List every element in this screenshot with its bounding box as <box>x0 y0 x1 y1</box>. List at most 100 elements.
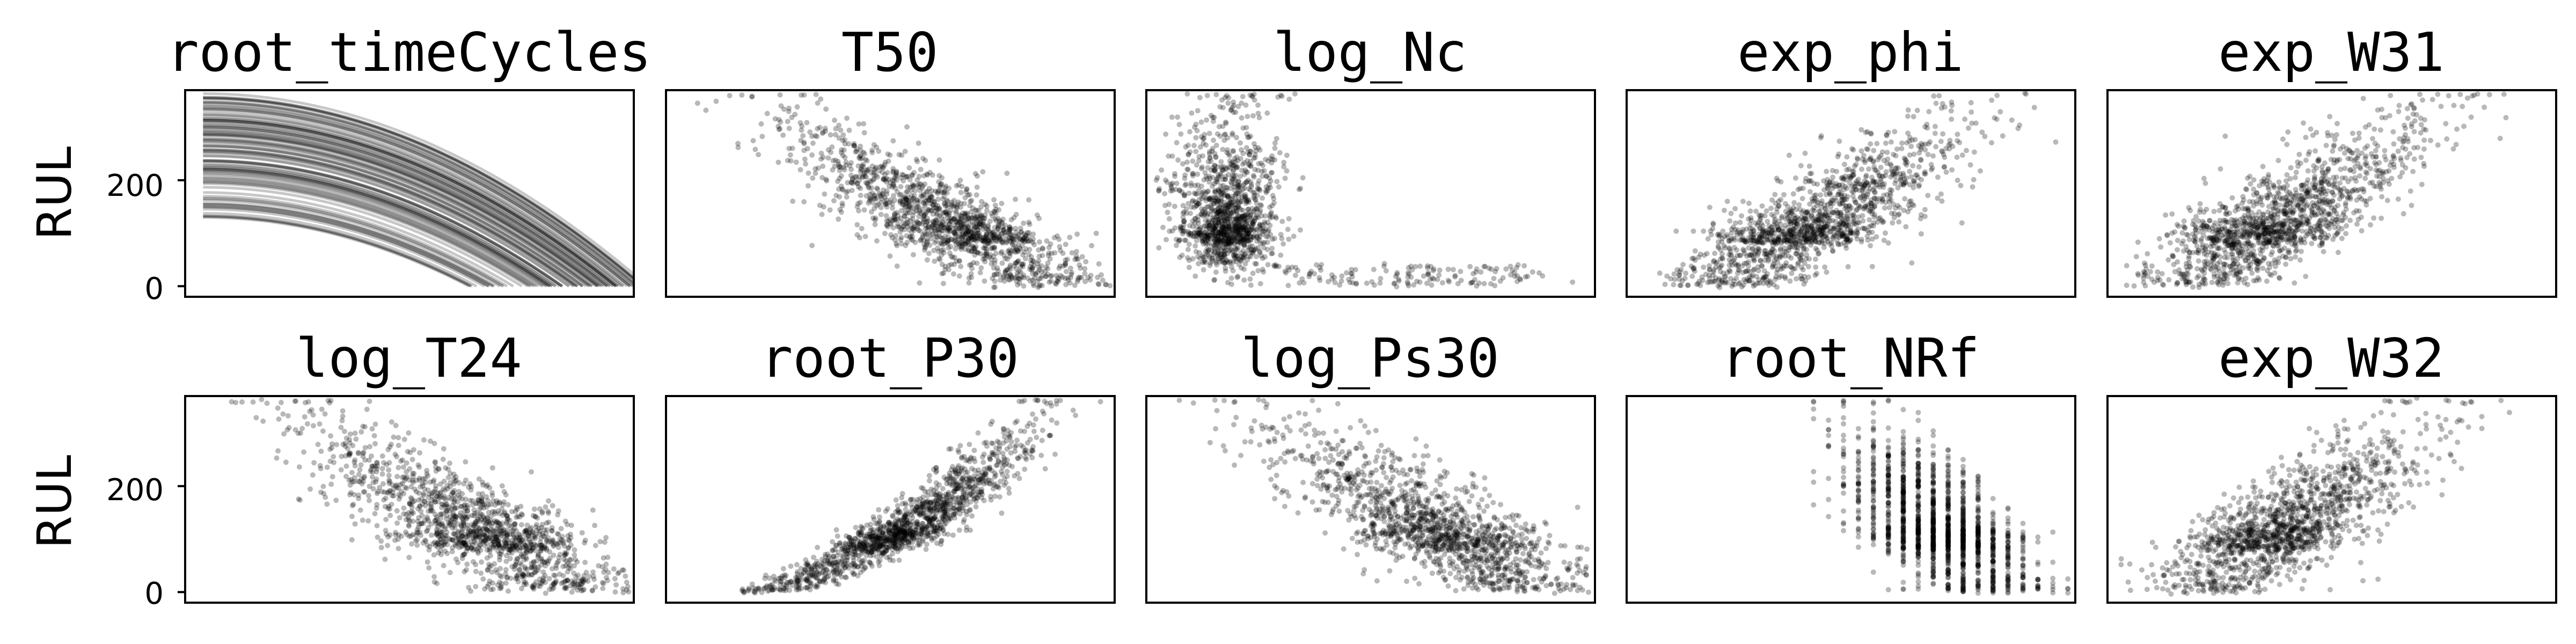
data-point <box>1007 262 1013 268</box>
data-point <box>1019 261 1025 267</box>
data-point <box>2245 175 2250 181</box>
data-point <box>1241 237 1247 243</box>
data-point <box>1860 198 1866 204</box>
data-point <box>797 167 803 173</box>
data-point <box>1223 188 1228 194</box>
data-point <box>1231 149 1236 155</box>
data-point <box>1053 281 1059 287</box>
data-point <box>1225 227 1231 233</box>
data-point <box>1751 258 1757 264</box>
data-point <box>1799 276 1805 282</box>
data-point <box>1862 178 1868 184</box>
data-point <box>1069 250 1075 256</box>
data-point <box>1252 190 1257 196</box>
data-point <box>1892 180 1898 186</box>
data-point <box>1222 240 1228 246</box>
data-point <box>901 223 906 229</box>
data-point <box>955 240 961 246</box>
data-point <box>1761 275 1767 281</box>
data-point <box>1820 218 1826 224</box>
data-point <box>923 222 928 228</box>
data-point <box>953 225 959 231</box>
data-point <box>1821 245 1827 250</box>
data-point <box>1251 91 1257 97</box>
data-point <box>895 189 901 195</box>
data-point <box>1766 230 1772 236</box>
data-point <box>1804 210 1810 215</box>
data-point <box>1683 270 1689 276</box>
data-point <box>923 232 928 237</box>
data-point <box>1761 268 1767 274</box>
data-point <box>2294 228 2300 233</box>
data-point <box>1181 219 1187 225</box>
data-point <box>1212 151 1218 157</box>
data-point <box>958 225 964 231</box>
series-line <box>203 100 634 284</box>
data-point <box>1881 192 1887 198</box>
data-point <box>1868 131 1874 137</box>
data-point <box>1845 194 1850 200</box>
data-point <box>2271 229 2277 235</box>
data-point <box>1488 281 1494 287</box>
data-point <box>1755 268 1761 274</box>
data-point <box>1007 224 1012 230</box>
data-point <box>1260 255 1265 261</box>
data-point <box>1839 196 1845 202</box>
data-point <box>772 116 778 122</box>
data-point <box>1815 251 1821 257</box>
data-point <box>2303 191 2309 196</box>
data-point <box>1248 134 1254 139</box>
data-point <box>1715 243 1721 249</box>
data-point <box>861 130 867 136</box>
data-point <box>756 152 762 158</box>
data-point <box>2237 222 2243 228</box>
data-point <box>2299 207 2305 213</box>
data-point <box>1750 280 1756 286</box>
data-point <box>1811 229 1817 235</box>
data-point <box>2230 239 2236 245</box>
data-point <box>2278 235 2284 240</box>
data-point <box>1013 233 1019 239</box>
data-point <box>975 250 981 255</box>
data-point <box>905 219 910 225</box>
data-point <box>1865 147 1871 152</box>
data-point <box>962 214 968 220</box>
data-point <box>1201 177 1207 183</box>
data-point <box>924 236 930 241</box>
data-point <box>2265 224 2271 230</box>
data-point <box>1832 225 1838 231</box>
data-point <box>1204 93 1210 98</box>
data-point <box>933 188 939 194</box>
data-point <box>2204 223 2209 229</box>
data-point <box>1230 105 1235 111</box>
data-point <box>1797 207 1803 213</box>
data-point <box>1218 159 1224 165</box>
series-line <box>203 215 472 288</box>
data-point <box>1173 237 1179 243</box>
data-point <box>1249 219 1255 225</box>
data-point <box>1245 230 1251 236</box>
data-point <box>1828 200 1834 206</box>
data-point <box>1245 198 1251 204</box>
data-point <box>1206 240 1212 245</box>
data-point <box>1873 167 1879 173</box>
data-point <box>1067 265 1073 271</box>
data-point <box>1223 185 1229 191</box>
data-point <box>993 210 999 216</box>
data-point <box>1469 280 1475 286</box>
data-point <box>1825 239 1831 245</box>
data-point <box>979 213 985 218</box>
data-point <box>1250 234 1256 240</box>
data-point <box>960 210 966 216</box>
data-point <box>1205 188 1211 194</box>
data-point <box>909 173 915 179</box>
data-point <box>1239 214 1245 219</box>
data-point <box>1737 252 1743 258</box>
data-point <box>1166 153 1172 159</box>
data-point <box>1747 252 1753 258</box>
data-point <box>2181 272 2187 277</box>
data-point <box>1220 188 1226 194</box>
data-point <box>933 228 939 234</box>
data-point <box>1739 237 1745 243</box>
data-point <box>1759 239 1765 245</box>
